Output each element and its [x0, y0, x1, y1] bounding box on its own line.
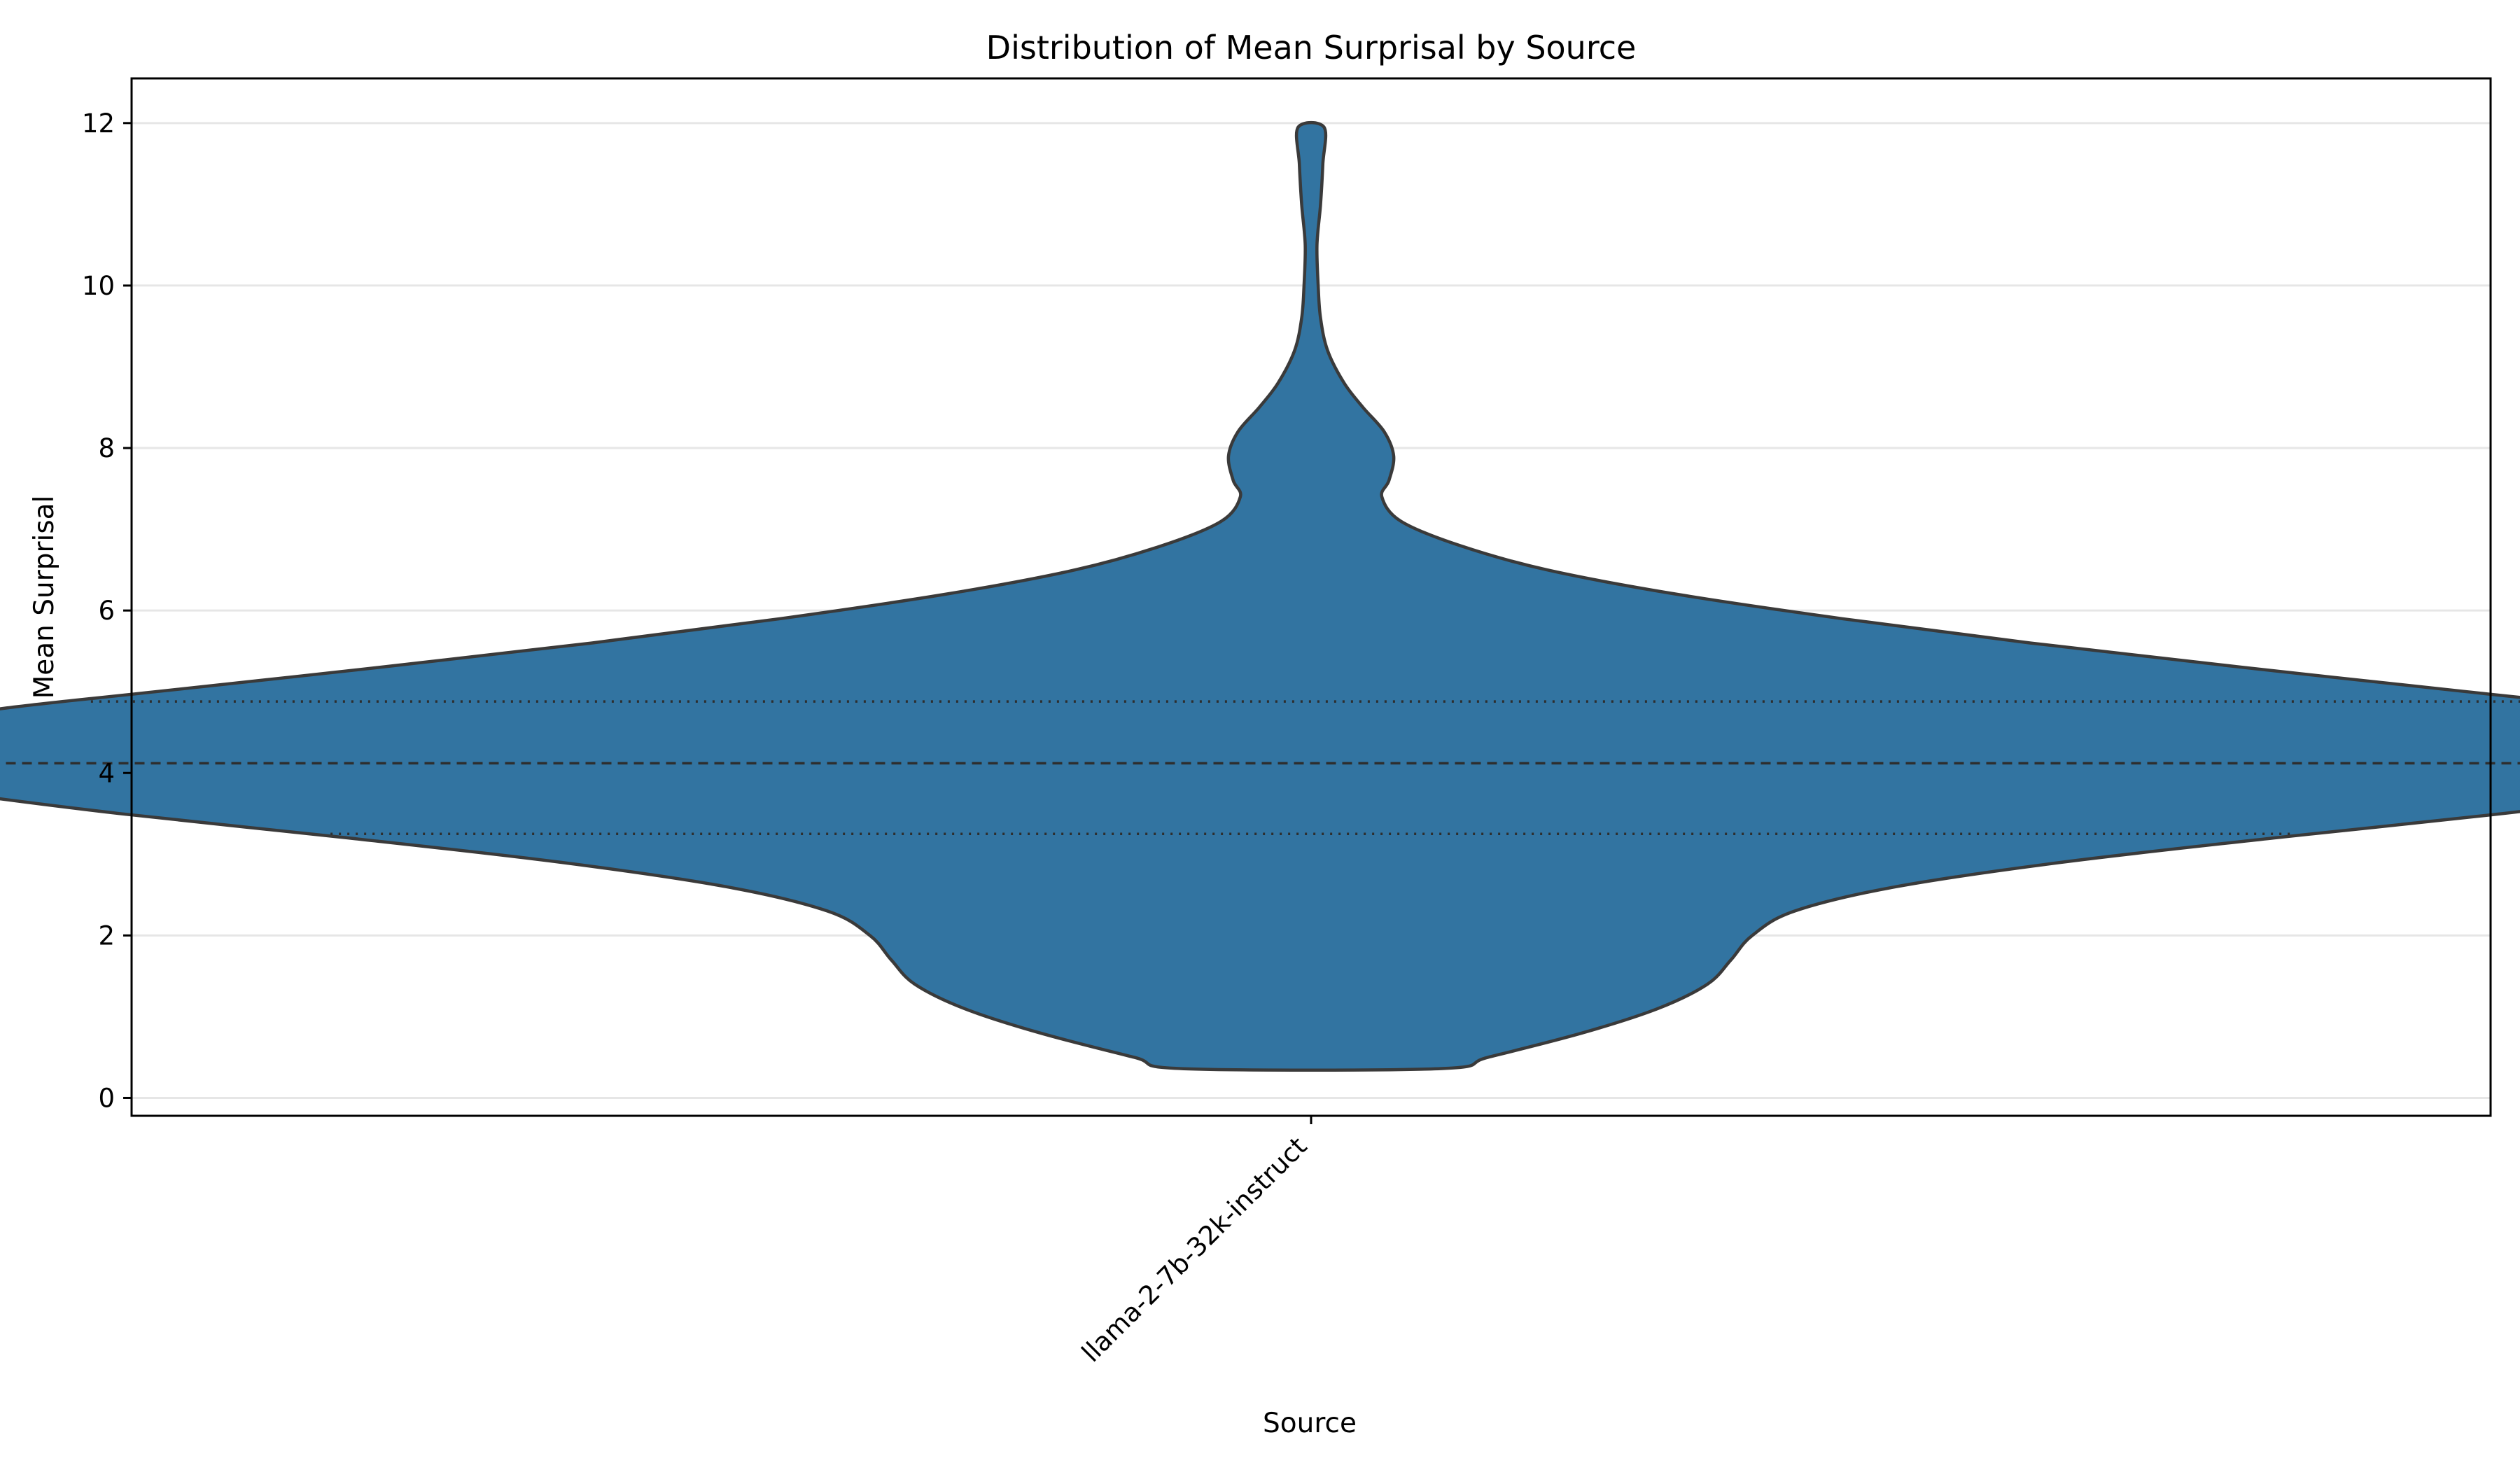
- y-tick-label: 8: [98, 433, 115, 463]
- chart-title: Distribution of Mean Surprisal by Source: [986, 29, 1637, 66]
- y-axis-ticks: 0 2 4 6 8 10 12: [82, 108, 132, 1113]
- y-axis-label: Mean Surprisal: [29, 496, 60, 699]
- y-tick-label: 2: [98, 920, 115, 951]
- violin-body: [0, 120, 2520, 1072]
- x-axis-label: Source: [1263, 1408, 1357, 1439]
- y-tick-label: 0: [98, 1083, 115, 1113]
- y-tick-label: 4: [98, 758, 115, 788]
- y-tick-label: 12: [82, 108, 115, 139]
- violin-layer: [0, 120, 2520, 1072]
- y-tick-label: 6: [98, 596, 115, 626]
- y-tick-label: 10: [82, 271, 115, 301]
